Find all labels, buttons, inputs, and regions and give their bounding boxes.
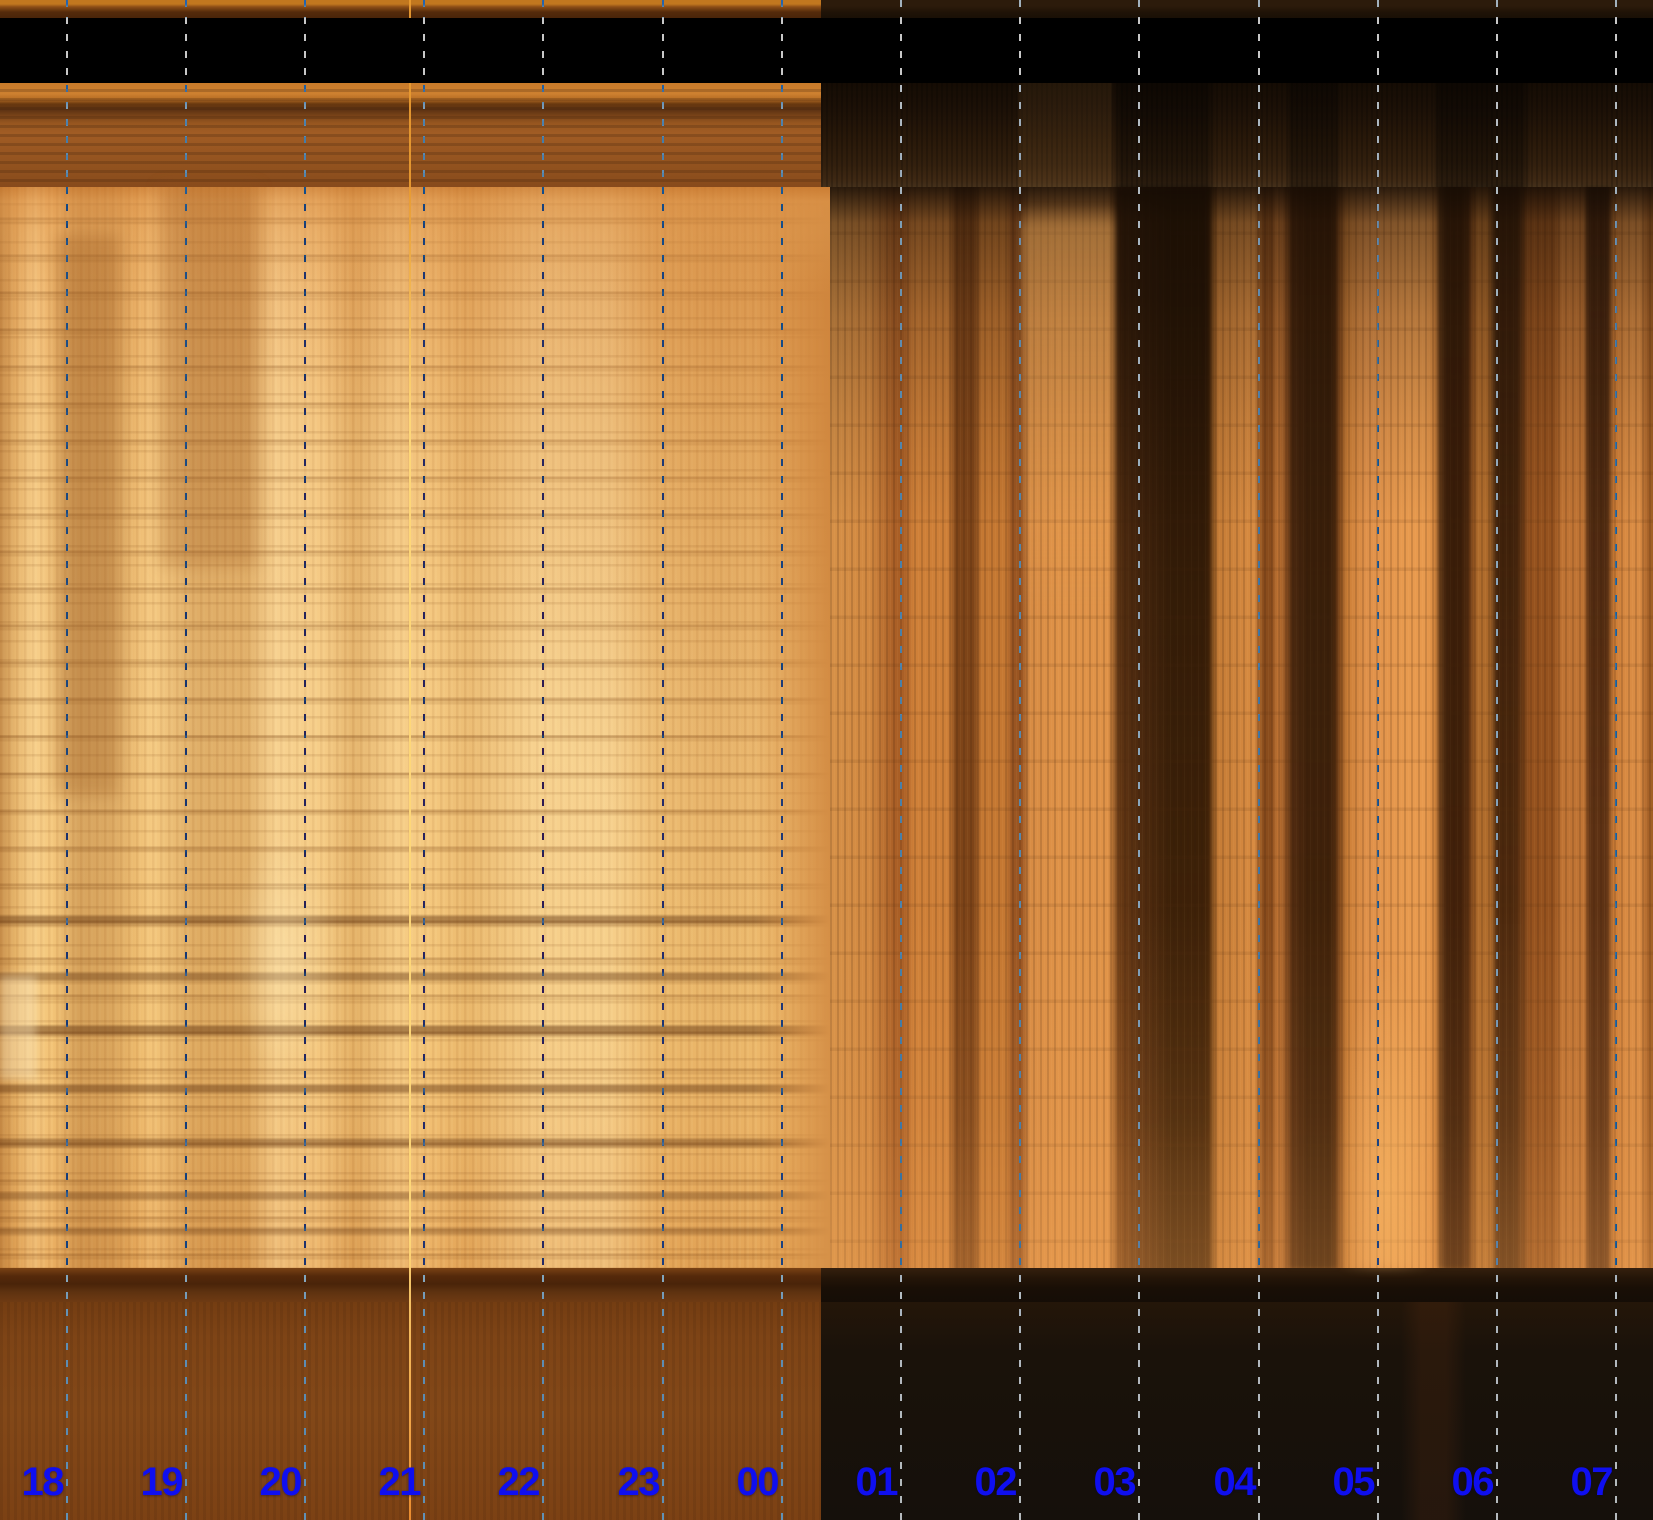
hour-tick-label: 23 <box>617 1460 661 1504</box>
lower-edge-band-right <box>821 1268 1653 1302</box>
hour-tick-label: 04 <box>1213 1460 1257 1504</box>
lower-edge-band-left <box>0 1268 821 1302</box>
hour-tick-label: 19 <box>140 1460 184 1504</box>
top-band-right <box>821 0 1653 18</box>
hour-tick-label: 03 <box>1093 1460 1137 1504</box>
dark-night-panel <box>830 187 1653 1268</box>
hour-gridline <box>304 0 306 1520</box>
hour-tick-label: 21 <box>378 1460 422 1504</box>
hour-gridline <box>66 0 68 1520</box>
hour-gridline <box>662 0 664 1520</box>
hour-tick-label: 00 <box>736 1460 780 1504</box>
bright-evening-panel <box>0 187 830 1268</box>
dark-streak-cluster <box>1289 187 1337 1268</box>
hour-tick-label: 06 <box>1451 1460 1495 1504</box>
hour-gridline <box>542 0 544 1520</box>
hour-gridline <box>1258 0 1260 1520</box>
hour-gridline <box>1138 0 1140 1520</box>
hour-gridline <box>1019 0 1021 1520</box>
dark-streak-cluster <box>1490 187 1522 927</box>
upper-band-right <box>821 83 1653 187</box>
dark-streak-cluster <box>1585 187 1611 827</box>
hour-tick-label: 22 <box>497 1460 541 1504</box>
bright-marker-line <box>409 0 411 1520</box>
hour-tick-label: 01 <box>855 1460 899 1504</box>
dark-streak-cluster <box>1437 187 1470 1268</box>
hour-gridline <box>423 0 425 1520</box>
hour-tick-label: 05 <box>1332 1460 1376 1504</box>
hour-tick-label: 07 <box>1570 1460 1614 1504</box>
top-band-left <box>0 0 821 18</box>
soft-shadow-column <box>160 187 258 567</box>
upper-band-left <box>0 83 821 187</box>
hour-gridline <box>781 0 783 1520</box>
black-calibration-bar <box>0 18 1653 83</box>
footer-band-left <box>0 1302 821 1520</box>
hour-tick-label: 20 <box>259 1460 303 1504</box>
hour-tick-label: 02 <box>974 1460 1018 1504</box>
hour-gridline <box>1496 0 1498 1520</box>
hour-gridline <box>185 0 187 1520</box>
bright-blob <box>228 835 338 1080</box>
footer-band-right <box>821 1302 1653 1520</box>
bright-column-patch <box>1020 190 1115 620</box>
dark-streak-cluster <box>1115 187 1210 1167</box>
bright-glow-patch <box>1338 960 1433 1268</box>
hour-tick-label: 18 <box>21 1460 65 1504</box>
bright-blob <box>0 975 36 1080</box>
hour-gridline <box>900 0 902 1520</box>
hour-gridline <box>1377 0 1379 1520</box>
soft-shadow-column <box>55 235 119 795</box>
hour-gridline <box>1615 0 1617 1520</box>
